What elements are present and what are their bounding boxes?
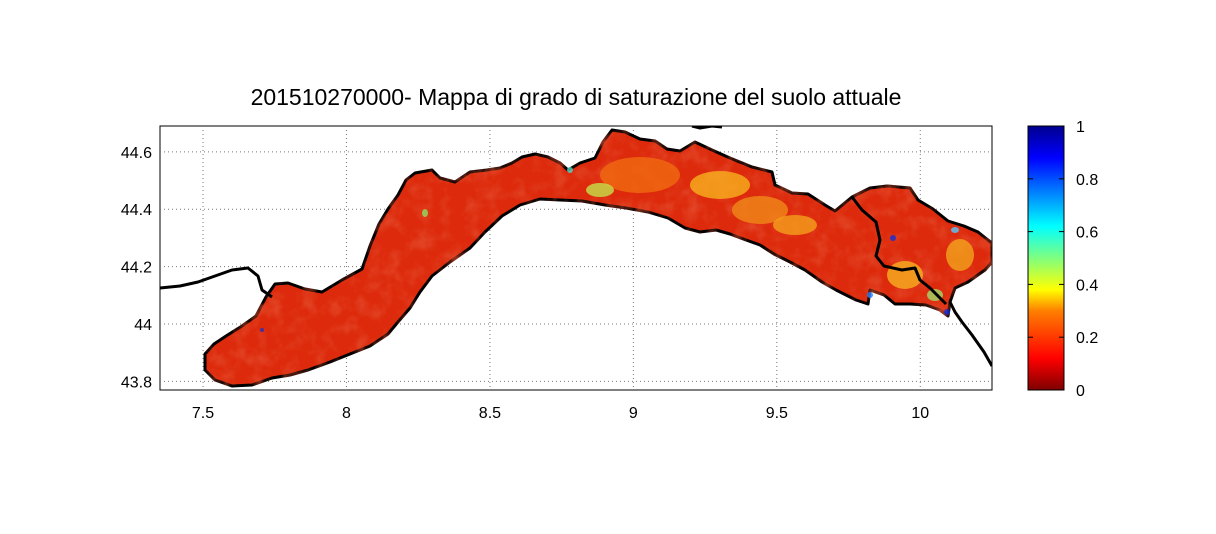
y-tick-labels: 43.8 44 44.2 44.4 44.6 (121, 145, 152, 392)
colorbar-tick-label: 0.8 (1076, 172, 1098, 189)
x-tick-label: 7.5 (192, 405, 214, 422)
x-tick-label: 9.5 (766, 405, 788, 422)
colorbar-tick-label: 0 (1076, 383, 1085, 400)
map-title: 201510270000- Mappa di grado di saturazi… (250, 84, 902, 110)
x-tick-labels: 7.5 8 8.5 9 9.5 10 (192, 405, 929, 422)
colorbar-tick-label: 1 (1076, 119, 1085, 136)
land-borders (160, 126, 992, 367)
colorbar-tick-label: 0.6 (1076, 225, 1098, 242)
y-tick-label: 43.8 (121, 374, 152, 391)
y-tick-label: 44.4 (121, 202, 152, 219)
x-tick-label: 8 (342, 405, 351, 422)
colorbar-tick-label: 0.4 (1076, 277, 1098, 294)
saturation-patches (260, 157, 974, 332)
y-tick-label: 44 (134, 317, 152, 334)
x-tick-label: 8.5 (479, 405, 501, 422)
colorbar-tick-labels: 0 0.2 0.4 0.6 0.8 1 (1028, 119, 1098, 400)
colorbar-tick-label: 0.2 (1076, 330, 1098, 347)
y-tick-label: 44.6 (121, 145, 152, 162)
x-tick-label: 9 (629, 405, 638, 422)
colorbar (1027, 125, 1065, 391)
x-tick-label: 10 (911, 405, 929, 422)
y-tick-label: 44.2 (121, 260, 152, 277)
